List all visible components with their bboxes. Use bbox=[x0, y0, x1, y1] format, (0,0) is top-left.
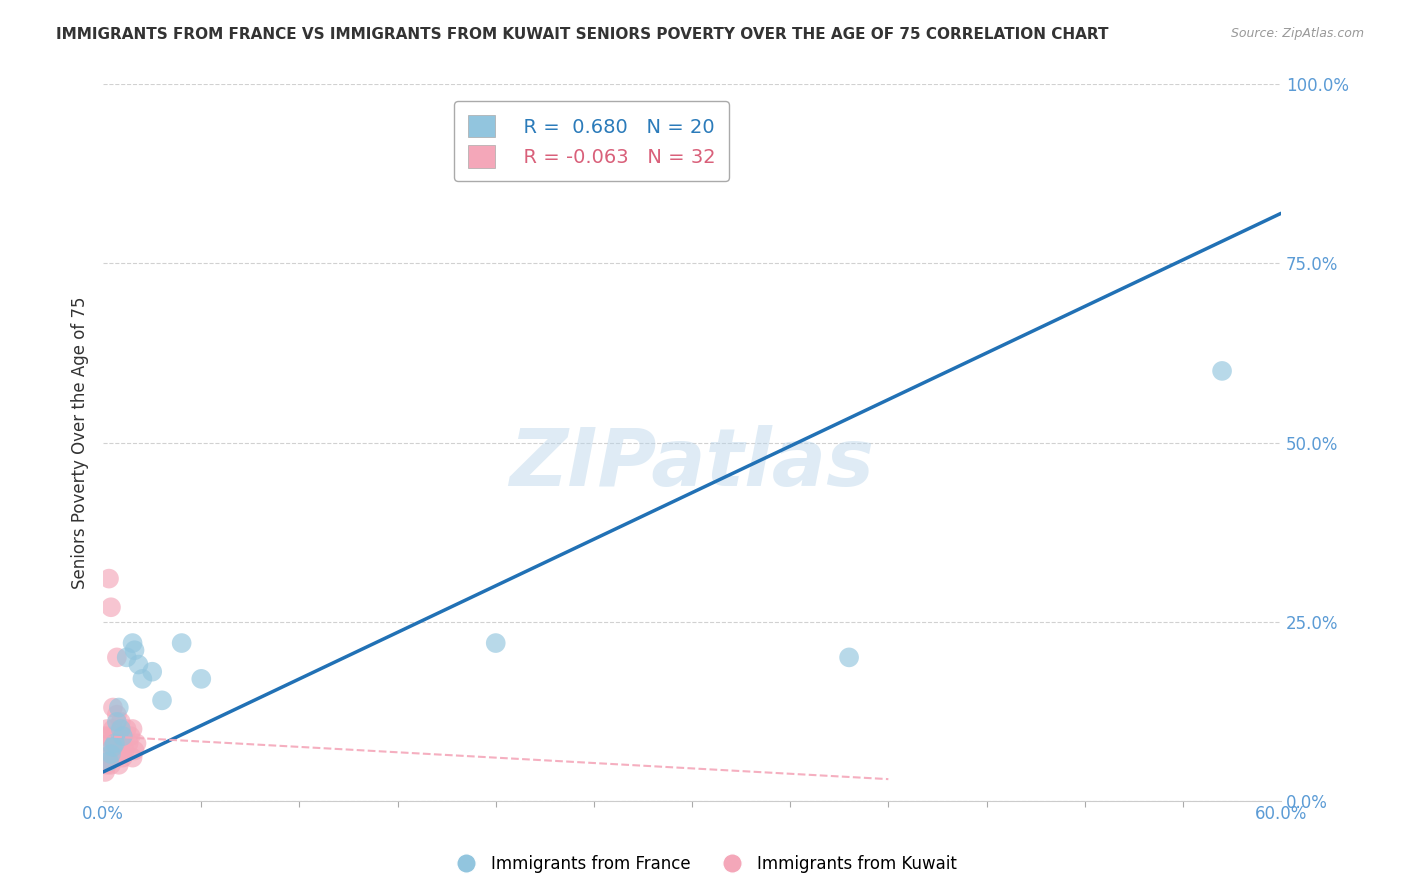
Point bbox=[96, 757, 118, 772]
Point bbox=[104, 750, 127, 764]
Point bbox=[104, 729, 127, 743]
Legend:   R =  0.680   N = 20,   R = -0.063   N = 32: R = 0.680 N = 20, R = -0.063 N = 32 bbox=[454, 102, 730, 181]
Point bbox=[101, 722, 124, 736]
Point bbox=[127, 657, 149, 672]
Point bbox=[98, 754, 121, 768]
Point bbox=[838, 650, 860, 665]
Point bbox=[111, 729, 134, 743]
Point bbox=[105, 650, 128, 665]
Point bbox=[110, 743, 132, 757]
Text: ZIPatlas: ZIPatlas bbox=[509, 425, 875, 503]
Point bbox=[104, 736, 127, 750]
Point bbox=[117, 736, 139, 750]
Point bbox=[108, 700, 131, 714]
Point bbox=[121, 750, 143, 764]
Point bbox=[124, 743, 146, 757]
Point bbox=[98, 572, 121, 586]
Point bbox=[108, 757, 131, 772]
Point bbox=[141, 665, 163, 679]
Point bbox=[94, 729, 117, 743]
Point bbox=[121, 722, 143, 736]
Point bbox=[190, 672, 212, 686]
Point bbox=[105, 714, 128, 729]
Point bbox=[111, 729, 134, 743]
Point bbox=[98, 750, 121, 764]
Point bbox=[1211, 364, 1233, 378]
Point bbox=[150, 693, 173, 707]
Point bbox=[120, 729, 142, 743]
Point bbox=[121, 636, 143, 650]
Point bbox=[125, 736, 148, 750]
Point bbox=[131, 672, 153, 686]
Point bbox=[110, 714, 132, 729]
Point bbox=[100, 757, 122, 772]
Point bbox=[108, 736, 131, 750]
Point bbox=[100, 600, 122, 615]
Text: IMMIGRANTS FROM FRANCE VS IMMIGRANTS FROM KUWAIT SENIORS POVERTY OVER THE AGE OF: IMMIGRANTS FROM FRANCE VS IMMIGRANTS FRO… bbox=[56, 27, 1109, 42]
Point bbox=[98, 729, 121, 743]
Point bbox=[101, 743, 124, 757]
Point bbox=[124, 643, 146, 657]
Point bbox=[105, 707, 128, 722]
Point bbox=[101, 739, 124, 754]
Point bbox=[111, 750, 134, 764]
Text: Source: ZipAtlas.com: Source: ZipAtlas.com bbox=[1230, 27, 1364, 40]
Point bbox=[94, 764, 117, 779]
Point bbox=[170, 636, 193, 650]
Point bbox=[105, 743, 128, 757]
Point bbox=[110, 722, 132, 736]
Point bbox=[100, 747, 122, 761]
Point bbox=[485, 636, 508, 650]
Point bbox=[115, 650, 138, 665]
Point bbox=[114, 743, 136, 757]
Point bbox=[115, 722, 138, 736]
Point bbox=[96, 722, 118, 736]
Point bbox=[100, 736, 122, 750]
Y-axis label: Seniors Poverty Over the Age of 75: Seniors Poverty Over the Age of 75 bbox=[72, 296, 89, 589]
Point bbox=[101, 700, 124, 714]
Legend: Immigrants from France, Immigrants from Kuwait: Immigrants from France, Immigrants from … bbox=[443, 848, 963, 880]
